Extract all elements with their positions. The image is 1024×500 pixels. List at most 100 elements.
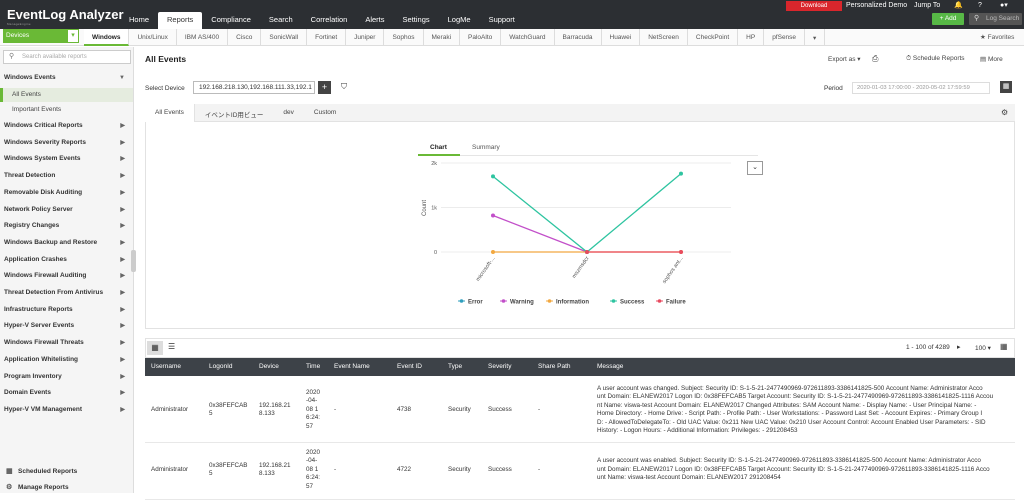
personalized-demo-link[interactable]: Personalized Demo — [846, 2, 908, 9]
sidebar-item[interactable]: Application Crashes ▶ — [0, 252, 133, 268]
list-view-icon[interactable]: ☰ — [168, 342, 176, 351]
schedule-reports-button[interactable]: ⏱ Schedule Reports — [906, 55, 965, 62]
column-settings-icon[interactable]: ▦ — [1000, 342, 1008, 351]
nav-settings[interactable]: Settings — [402, 15, 430, 24]
sidebar-item[interactable]: Windows Backup and Restore ▶ — [0, 235, 133, 251]
sidebar-item[interactable]: Windows Firewall Auditing ▶ — [0, 268, 133, 284]
cell-time-line: 2020 — [306, 388, 321, 396]
add-device-button[interactable]: + — [318, 81, 331, 94]
col-logonid[interactable]: LogonId — [209, 363, 233, 370]
sidebar-item[interactable]: Registry Changes ▶ — [0, 218, 133, 234]
col-username[interactable]: Username — [151, 363, 181, 370]
jump-to-link[interactable]: Jump To — [914, 2, 941, 9]
user-icon[interactable]: ●▾ — [1000, 2, 1008, 9]
sidebar-collapse-handle[interactable] — [131, 250, 136, 272]
sidebar-item-all-events[interactable]: All Events — [0, 88, 133, 102]
col-type[interactable]: Type — [448, 363, 463, 370]
cell-time-line: 57 — [306, 422, 314, 430]
favorites-link[interactable]: ★ Favorites — [980, 34, 1015, 41]
sidebar-item[interactable]: Application Whitelisting ▶ — [0, 352, 133, 368]
sidebar-item-important-events[interactable]: Important Events — [12, 106, 62, 113]
grid-view-icon[interactable]: ▦ — [147, 341, 163, 355]
os-tab-paloalto[interactable]: PaloAlto — [460, 29, 502, 46]
log-search-input[interactable]: ⚲ Log Search — [969, 13, 1022, 25]
os-tab-pfsense[interactable]: pfSense — [764, 29, 806, 46]
col-share-path[interactable]: Share Path — [538, 363, 571, 370]
sidebar-item[interactable]: Windows System Events ▶ — [0, 151, 133, 167]
add-button[interactable]: + Add — [932, 13, 964, 25]
sidebar-item[interactable]: Threat Detection From Antivirus ▶ — [0, 285, 133, 301]
sidebar-item[interactable]: Infrastructure Reports ▶ — [0, 302, 133, 318]
sidebar-item-label: Network Policy Server — [4, 205, 73, 213]
sidebar-group-windows-events[interactable]: Windows Events ▼ — [0, 70, 133, 86]
col-time[interactable]: Time — [306, 363, 321, 370]
device-selector[interactable]: Devices ▾ — [3, 29, 79, 43]
os-tab-hp[interactable]: HP — [738, 29, 765, 46]
app-logo[interactable]: EventLog Analyzer ManageEngine — [7, 7, 124, 26]
os-tab-unix-linux[interactable]: Unix/Linux — [129, 29, 177, 46]
nav-reports[interactable]: Reports — [158, 12, 203, 29]
select-device-input[interactable]: 192.168.218.130,192.168.111.33,192.1 — [193, 81, 315, 94]
nav-support[interactable]: Support — [488, 15, 515, 24]
sidebar-item[interactable]: Domain Events ▶ — [0, 385, 133, 401]
filter-icon[interactable]: ⛉ — [341, 82, 347, 91]
os-tab-sophos[interactable]: Sophos — [384, 29, 424, 46]
sidebar-item[interactable]: Windows Firewall Threats ▶ — [0, 335, 133, 351]
cell-message-line: History: - Logon Hours: - Additional Inf… — [597, 427, 798, 434]
col-event-id[interactable]: Event ID — [397, 363, 422, 370]
tab-custom[interactable]: Custom — [313, 109, 337, 116]
os-tab-barracuda[interactable]: Barracuda — [555, 29, 602, 46]
tab-dev[interactable]: dev — [283, 109, 294, 116]
nav-compliance[interactable]: Compliance — [211, 15, 251, 24]
sidebar-item[interactable]: Hyper-V VM Management ▶ — [0, 402, 133, 418]
os-tab-watchguard[interactable]: WatchGuard — [501, 29, 555, 46]
col-event-name[interactable]: Event Name — [334, 363, 370, 370]
tab-summary[interactable]: Summary — [472, 144, 500, 151]
nav-home[interactable]: Home — [129, 15, 150, 24]
sidebar-item[interactable]: Program Inventory ▶ — [0, 369, 133, 385]
nav-alerts[interactable]: Alerts — [365, 15, 385, 24]
col-device[interactable]: Device — [259, 363, 279, 370]
sidebar-item[interactable]: Hyper-V Server Events ▶ — [0, 318, 133, 334]
os-tab-meraki[interactable]: Meraki — [424, 29, 461, 46]
calendar-icon[interactable]: ▦ — [1000, 81, 1012, 93]
col-severity[interactable]: Severity — [488, 363, 512, 370]
bell-icon[interactable]: 🔔 — [954, 2, 963, 9]
os-tab-checkpoint[interactable]: CheckPoint — [688, 29, 739, 46]
manage-reports-link[interactable]: ⚙ Manage Reports — [0, 481, 133, 495]
os-tab-windows[interactable]: Windows — [84, 29, 130, 46]
os-tab-netscreen[interactable]: NetScreen — [640, 29, 688, 46]
download-button[interactable]: Download — [786, 1, 842, 11]
print-icon[interactable]: ⎙ — [872, 54, 879, 63]
os-tab-huawei[interactable]: Huawei — [602, 29, 641, 46]
more-button[interactable]: ▤ More — [980, 56, 1003, 63]
chart-options-dropdown[interactable]: ⌄ — [747, 161, 763, 175]
export-as-dropdown[interactable]: Export as ▾ — [828, 56, 861, 63]
nav-search[interactable]: Search — [268, 15, 293, 24]
os-tab-cisco[interactable]: Cisco — [228, 29, 262, 46]
rows-per-page-select[interactable]: 100 ▾ — [975, 345, 991, 352]
scheduled-reports-link[interactable]: ▦ Scheduled Reports — [0, 465, 133, 479]
os-tab-juniper[interactable]: Juniper — [346, 29, 385, 46]
os-tabs-more-button[interactable]: ▾ — [805, 29, 826, 46]
help-icon[interactable]: ? — [978, 2, 982, 9]
sidebar-item-label: Windows Firewall Threats — [4, 339, 84, 347]
nav-logme[interactable]: LogMe — [447, 15, 471, 24]
col-message[interactable]: Message — [597, 363, 624, 370]
tab-event-id-view[interactable]: イベントID用ビュー — [204, 112, 264, 119]
gear-icon[interactable]: ⚙ — [1001, 108, 1009, 117]
tab-all-events[interactable]: All Events — [145, 104, 195, 122]
period-input[interactable]: 2020-01-03 17:00:00 - 2020-05-02 17:59:5… — [852, 82, 990, 94]
sidebar-item[interactable]: Removable Disk Auditing ▶ — [0, 185, 133, 201]
next-page-button[interactable]: ▸ — [957, 344, 961, 351]
os-tab-sonicwall[interactable]: SonicWall — [261, 29, 308, 46]
os-tab-fortinet[interactable]: Fortinet — [307, 29, 347, 46]
tab-chart[interactable]: Chart — [430, 144, 447, 151]
os-tab-ibm[interactable]: IBM AS/400 — [177, 29, 229, 46]
nav-correlation[interactable]: Correlation — [310, 15, 348, 24]
sidebar-item[interactable]: Windows Critical Reports ▶ — [0, 118, 133, 134]
sidebar-item[interactable]: Threat Detection ▶ — [0, 168, 133, 184]
sidebar-item[interactable]: Windows Severity Reports ▶ — [0, 135, 133, 151]
sidebar-item[interactable]: Network Policy Server ▶ — [0, 202, 133, 218]
report-search-input[interactable]: ⚲ Search available reports — [3, 50, 131, 64]
